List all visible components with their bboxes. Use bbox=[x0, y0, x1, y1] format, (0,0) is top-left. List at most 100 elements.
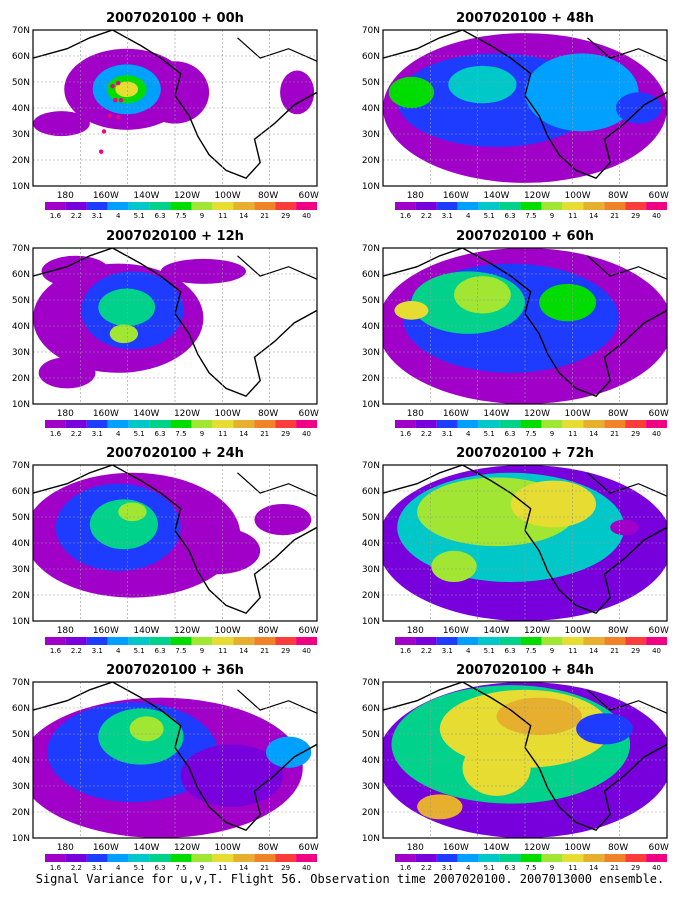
latitude-label: 10N bbox=[362, 400, 380, 410]
colorbar-swatch bbox=[212, 420, 234, 428]
variance-contour bbox=[431, 550, 477, 583]
colorbar-label: 9 bbox=[200, 864, 204, 872]
longitude-label: 100W bbox=[565, 191, 591, 201]
colorbar-label: 6.3 bbox=[505, 212, 516, 220]
longitude-label: 180 bbox=[57, 191, 74, 201]
longitude-label: 60W bbox=[299, 626, 319, 636]
colorbar-swatch bbox=[457, 202, 479, 210]
variance-contour bbox=[448, 65, 517, 104]
colorbar-label: 9 bbox=[550, 430, 554, 438]
colorbar-swatch bbox=[107, 420, 129, 428]
coastline bbox=[33, 682, 317, 832]
coastline bbox=[587, 255, 667, 280]
latitude-label: 10N bbox=[12, 182, 30, 192]
colorbar-label: 3.1 bbox=[442, 864, 453, 872]
colorbar-label: 5.1 bbox=[134, 430, 145, 438]
latitude-label: 70N bbox=[362, 461, 380, 471]
latitude-label: 10N bbox=[12, 617, 30, 627]
variance-contour bbox=[38, 357, 96, 389]
colorbar-swatch bbox=[45, 420, 66, 428]
coastline bbox=[383, 30, 667, 180]
colorbar-label: 5.1 bbox=[134, 864, 145, 872]
colorbar-label: 14 bbox=[589, 212, 598, 220]
colorbar-label: 21 bbox=[610, 212, 619, 220]
colorbar-label: 1.6 bbox=[400, 212, 412, 220]
colorbar-swatch bbox=[254, 854, 276, 862]
latitude-label: 20N bbox=[12, 156, 30, 166]
panel-frame bbox=[32, 681, 318, 839]
variance-contour bbox=[510, 480, 596, 528]
variance-shading bbox=[383, 30, 667, 186]
longitude-label: 80W bbox=[608, 843, 628, 853]
colorbar: 1.6 2.2 3.1 4 5.1 6.3 7.5 9 11 14 21 29 40 bbox=[45, 637, 317, 655]
longitude-label: 160W bbox=[443, 843, 469, 853]
longitude-label: 140W bbox=[133, 843, 159, 853]
colorbar-label: 6.3 bbox=[505, 430, 516, 438]
longitude-label: 160W bbox=[443, 626, 469, 636]
colorbar-swatch bbox=[604, 637, 626, 645]
colorbar-swatch bbox=[275, 202, 297, 210]
colorbar-swatch bbox=[499, 420, 521, 428]
colorbar-swatch bbox=[436, 420, 458, 428]
colorbar-label: 7.5 bbox=[525, 212, 536, 220]
colorbar-swatch bbox=[212, 202, 234, 210]
latitude-label: 40N bbox=[12, 539, 30, 549]
colorbar: 1.6 2.2 3.1 4 5.1 6.3 7.5 9 11 14 21 29 40 bbox=[45, 420, 317, 438]
colorbar-label: 21 bbox=[610, 430, 619, 438]
colorbar-swatch bbox=[478, 637, 500, 645]
colorbar-swatch bbox=[191, 637, 213, 645]
colorbar-label: 2.2 bbox=[71, 212, 82, 220]
colorbar-label: 29 bbox=[281, 212, 290, 220]
colorbar-label: 29 bbox=[631, 430, 640, 438]
colorbar-label: 6.3 bbox=[505, 864, 516, 872]
colorbar-label: 29 bbox=[631, 212, 640, 220]
colorbar-label: 9 bbox=[550, 212, 554, 220]
colorbar-swatch bbox=[86, 637, 108, 645]
longitude-label: 180 bbox=[57, 409, 74, 419]
colorbar-label: 1.6 bbox=[50, 647, 62, 655]
colorbar-swatch bbox=[149, 420, 171, 428]
variance-contour bbox=[525, 53, 639, 132]
map-panel: 2007020100 + 84h 70N 60N 50N 40N 30N 20N 10N 180… bbox=[362, 663, 669, 872]
latitude-label: 60N bbox=[362, 704, 380, 714]
colorbar-swatch bbox=[457, 637, 479, 645]
colorbar-label: 7.5 bbox=[525, 647, 536, 655]
map-panel: 2007020100 + 60h 70N 60N 50N 40N 30N 20N 10N 180… bbox=[362, 229, 669, 438]
colorbar-swatch bbox=[457, 854, 479, 862]
colorbar-swatch bbox=[275, 420, 297, 428]
panel-title: 2007020100 + 00h bbox=[106, 11, 244, 26]
latitude-label: 10N bbox=[12, 400, 30, 410]
colorbar-swatch bbox=[149, 202, 171, 210]
colorbar-label: 6.3 bbox=[505, 647, 516, 655]
colorbar-swatch bbox=[233, 854, 255, 862]
variance-shading bbox=[33, 465, 317, 621]
latitude-label: 30N bbox=[12, 348, 30, 358]
figure-caption: Signal Variance for u,v,T. Flight 56. Ob… bbox=[35, 872, 665, 886]
colorbar-swatch bbox=[296, 854, 317, 862]
longitude-label: 60W bbox=[299, 191, 319, 201]
map-panel: 2007020100 + 72h 70N 60N 50N 40N 30N 20N 10N 180… bbox=[362, 446, 669, 655]
colorbar-label: 21 bbox=[610, 864, 619, 872]
latitude-label: 30N bbox=[362, 348, 380, 358]
colorbar-swatch bbox=[499, 854, 521, 862]
variance-contour bbox=[129, 716, 164, 742]
latitude-label: 60N bbox=[12, 704, 30, 714]
latitude-label: 50N bbox=[12, 730, 30, 740]
latitude-label: 10N bbox=[362, 182, 380, 192]
colorbar-swatch bbox=[646, 202, 667, 210]
colorbar-label: 2.2 bbox=[421, 212, 432, 220]
panel-frame bbox=[32, 29, 318, 187]
colorbar-swatch bbox=[625, 854, 647, 862]
latitude-label: 30N bbox=[12, 782, 30, 792]
latitude-label: 50N bbox=[362, 513, 380, 523]
colorbar: 1.6 2.2 3.1 4 5.1 6.3 7.5 9 11 14 21 29 40 bbox=[395, 854, 667, 872]
colorbar-label: 4 bbox=[116, 212, 121, 220]
colorbar-swatch bbox=[149, 854, 171, 862]
colorbar-label: 3.1 bbox=[92, 864, 103, 872]
variance-contour bbox=[118, 502, 147, 522]
colorbar-label: 4 bbox=[466, 212, 471, 220]
colorbar-swatch bbox=[415, 637, 437, 645]
colorbar-swatch bbox=[107, 854, 129, 862]
longitude-label: 120W bbox=[174, 409, 200, 419]
colorbar-label: 14 bbox=[589, 647, 598, 655]
